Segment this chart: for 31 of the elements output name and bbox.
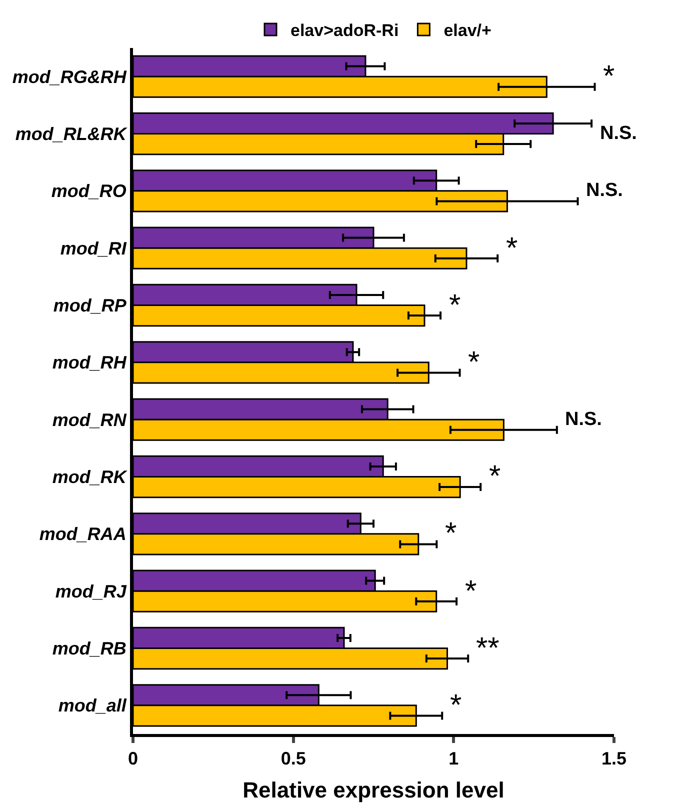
- annotation: N.S.: [565, 409, 602, 430]
- y-tick-label: mod_RH: [52, 352, 128, 373]
- annotation: *: [450, 689, 462, 722]
- annotation: *: [489, 460, 501, 493]
- x-tick-label: 0: [128, 748, 138, 769]
- y-tick-label: mod_RG&RH: [12, 66, 128, 87]
- legend-label: elav>adoR-Ri: [290, 21, 399, 40]
- annotation: *: [506, 232, 518, 265]
- annotation: N.S.: [586, 180, 623, 201]
- annotation: *: [445, 517, 457, 550]
- x-tick-label: 1.5: [601, 748, 627, 769]
- annotation: *: [465, 575, 477, 608]
- y-tick-label: mod_RP: [53, 296, 128, 316]
- annotation: *: [449, 289, 461, 322]
- x-tick-label: 0.5: [280, 748, 306, 769]
- legend-label: elav/+: [444, 21, 492, 40]
- y-tick-label: mod_RK: [52, 467, 128, 488]
- y-tick-label: mod_RL&RK: [15, 124, 128, 144]
- annotation: *: [468, 346, 480, 379]
- y-tick-label: mod_RJ: [55, 581, 128, 602]
- y-tick-label: mod_RAA: [39, 524, 126, 544]
- annotation: **: [476, 632, 500, 665]
- y-tick-label: mod_RO: [51, 181, 126, 202]
- y-tick-label: mod_RN: [52, 410, 128, 430]
- y-tick-label: mod_RB: [52, 638, 126, 659]
- annotation: *: [603, 60, 615, 93]
- y-tick-label: mod_all: [58, 696, 128, 716]
- x-tick-label: 1: [448, 748, 459, 769]
- annotation: N.S.: [600, 123, 637, 144]
- x-axis-title: Relative expression level: [242, 778, 504, 802]
- y-tick-label: mod_RI: [60, 238, 128, 258]
